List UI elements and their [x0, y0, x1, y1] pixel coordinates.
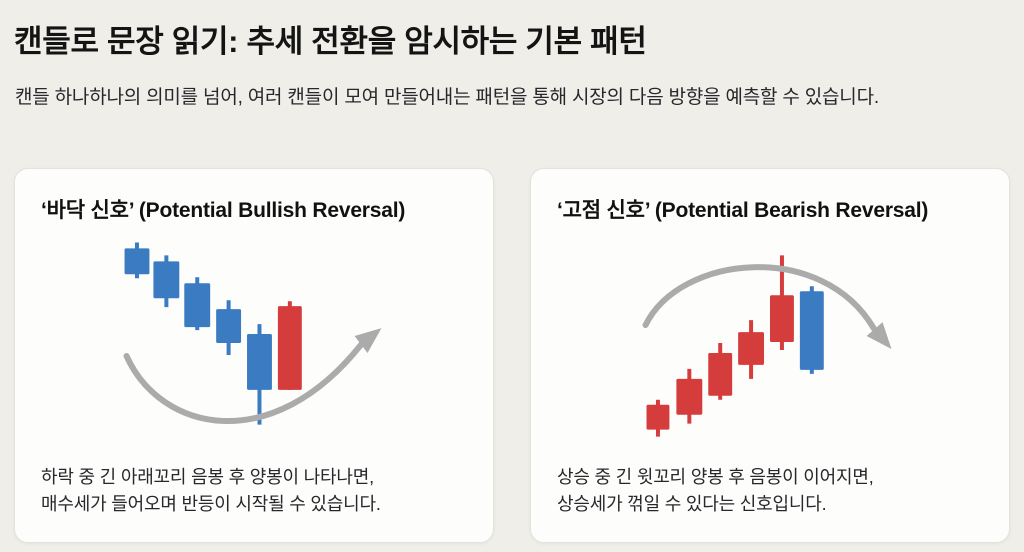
trend-arrow-curve [123, 341, 365, 425]
candle-body-red [277, 306, 302, 390]
bullish-desc-line-1: 하락 중 긴 아래꼬리 음봉 후 양봉이 나타나면, [41, 467, 374, 487]
candle-body-blue [124, 248, 150, 275]
card-bearish-reversal: ‘고점 신호’ (Potential Bearish Reversal) 상승 … [530, 168, 1010, 543]
trend-arrow-head-up-right [354, 328, 382, 353]
candle-body-red [770, 295, 794, 343]
candle-body-blue [216, 309, 242, 344]
candle-body-red [708, 352, 733, 396]
trend-arrow-head-down-right [866, 322, 892, 349]
bullish-desc-line-2: 매수세가 들어오며 반등이 시작될 수 있습니다. [41, 494, 381, 514]
bullish-card-title: ‘바닥 신호’ (Potential Bullish Reversal) [41, 199, 406, 222]
bearish-card-description: 상승 중 긴 윗꼬리 양봉 후 음봉이 이어지면, 상승세가 꺾일 수 있다는 … [557, 464, 983, 518]
candle-body-red [646, 404, 670, 430]
candle-body-blue [799, 291, 824, 370]
candle-body-red [738, 332, 765, 365]
page-subtitle: 캔들 하나하나의 의미를 넘어, 여러 캔들이 모여 만들어내는 패턴을 통해 … [15, 87, 879, 108]
bearish-card-title: ‘고점 신호’ (Potential Bearish Reversal) [557, 199, 929, 222]
card-bullish-reversal: ‘바닥 신호’ (Potential Bullish Reversal) 하락 … [14, 168, 494, 543]
page-title: 캔들로 문장 읽기: 추세 전환을 암시하는 기본 패턴 [14, 24, 647, 59]
bullish-card-description: 하락 중 긴 아래꼬리 음봉 후 양봉이 나타나면, 매수세가 들어오며 반등이… [41, 464, 467, 518]
candle-body-red [676, 378, 703, 415]
trend-arrow-curve [642, 264, 877, 332]
bearish-desc-line-2: 상승세가 꺾일 수 있다는 신호입니다. [557, 494, 827, 514]
candle-body-blue [153, 261, 180, 299]
candle-body-blue [247, 334, 272, 390]
bearish-reversal-diagram [642, 255, 892, 437]
candle-body-blue [184, 283, 211, 328]
pattern-cards: ‘바닥 신호’ (Potential Bullish Reversal) 하락 … [14, 168, 1010, 543]
bullish-reversal-diagram [123, 242, 382, 425]
bearish-desc-line-1: 상승 중 긴 윗꼬리 양봉 후 음봉이 이어지면, [557, 467, 874, 487]
